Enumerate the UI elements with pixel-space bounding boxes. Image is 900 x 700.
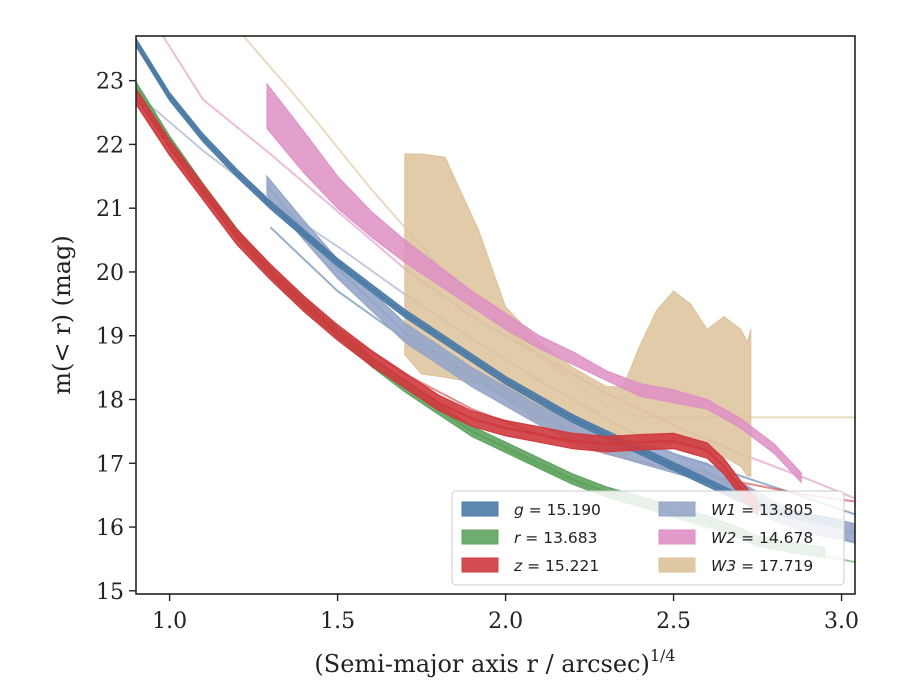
y-tick-label-23: 23 bbox=[96, 70, 124, 95]
legend-band-name-w3: W3 bbox=[711, 557, 736, 575]
x-tick-label-1-5: 1.5 bbox=[320, 609, 355, 634]
data-band-w2 bbox=[266, 82, 802, 484]
x-axis-label-text: (Semi-major axis r / arcsec) bbox=[314, 650, 649, 678]
data-line-g bbox=[136, 41, 842, 525]
legend-band-name-w2: W2 bbox=[711, 529, 736, 547]
legend-label-r: r = 13.683 bbox=[514, 529, 597, 547]
legend-swatch-w3 bbox=[658, 557, 696, 573]
data-bands bbox=[136, 37, 855, 559]
legend-swatch-g bbox=[461, 501, 499, 517]
legend-label-z: z = 15.221 bbox=[513, 557, 599, 575]
plot-area bbox=[136, 36, 855, 564]
legend-band-value-z: = 15.221 bbox=[522, 557, 599, 575]
legend-label-w1: W1 = 13.805 bbox=[711, 501, 813, 519]
legend-band-name-z: z bbox=[513, 557, 523, 575]
legend-band-value-r: = 13.683 bbox=[520, 529, 597, 547]
y-tick-label-15: 15 bbox=[96, 580, 124, 605]
x-tick-label-2-5: 2.5 bbox=[656, 609, 691, 634]
y-tick-label-22: 22 bbox=[96, 133, 124, 158]
axes: 1.0 1.5 2.0 2.5 3.0 15 16 17 18 19 20 21 22 23 bbox=[96, 70, 859, 634]
y-tick-label-21: 21 bbox=[96, 197, 124, 222]
legend-swatch-r bbox=[461, 529, 499, 545]
legend-band-value-w1: = 13.805 bbox=[736, 501, 813, 519]
legend-frame bbox=[451, 490, 845, 586]
x-tick-label-2-0: 2.0 bbox=[488, 609, 523, 634]
legend-band-value-g: = 15.190 bbox=[524, 501, 601, 519]
x-tick-label-3-0: 3.0 bbox=[824, 609, 859, 634]
legend-band-name-w1: W1 bbox=[711, 501, 736, 519]
y-axis-label: m(< r) (mag) bbox=[48, 235, 76, 394]
legend-label-w3: W3 = 17.719 bbox=[711, 557, 813, 575]
legend-band-name-g: g bbox=[514, 501, 524, 519]
y-tick-label-16: 16 bbox=[96, 516, 124, 541]
legend-label-g: g = 15.190 bbox=[514, 501, 601, 519]
legend-swatch-w1 bbox=[658, 501, 696, 517]
x-tick-label-1-0: 1.0 bbox=[152, 609, 187, 634]
legend-band-name-r: r bbox=[514, 529, 522, 547]
legend-band-value-w3: = 17.719 bbox=[736, 557, 813, 575]
legend-band-value-w2: = 14.678 bbox=[736, 529, 813, 547]
y-tick-label-20: 20 bbox=[96, 261, 124, 286]
data-line-z bbox=[136, 95, 759, 509]
x-axis-label-exponent: 1/4 bbox=[650, 646, 676, 665]
x-axis-label: (Semi-major axis r / arcsec)1/4 bbox=[314, 646, 675, 678]
legend-label-w2: W2 = 14.678 bbox=[711, 529, 813, 547]
y-tick-label-19: 19 bbox=[96, 325, 124, 350]
legend-swatch-z bbox=[461, 557, 499, 573]
data-band-w1 bbox=[266, 174, 855, 544]
legend-swatch-w2 bbox=[658, 529, 696, 545]
y-tick-label-17: 17 bbox=[96, 452, 124, 477]
y-tick-label-18: 18 bbox=[96, 388, 124, 413]
plot-frame bbox=[135, 35, 856, 595]
